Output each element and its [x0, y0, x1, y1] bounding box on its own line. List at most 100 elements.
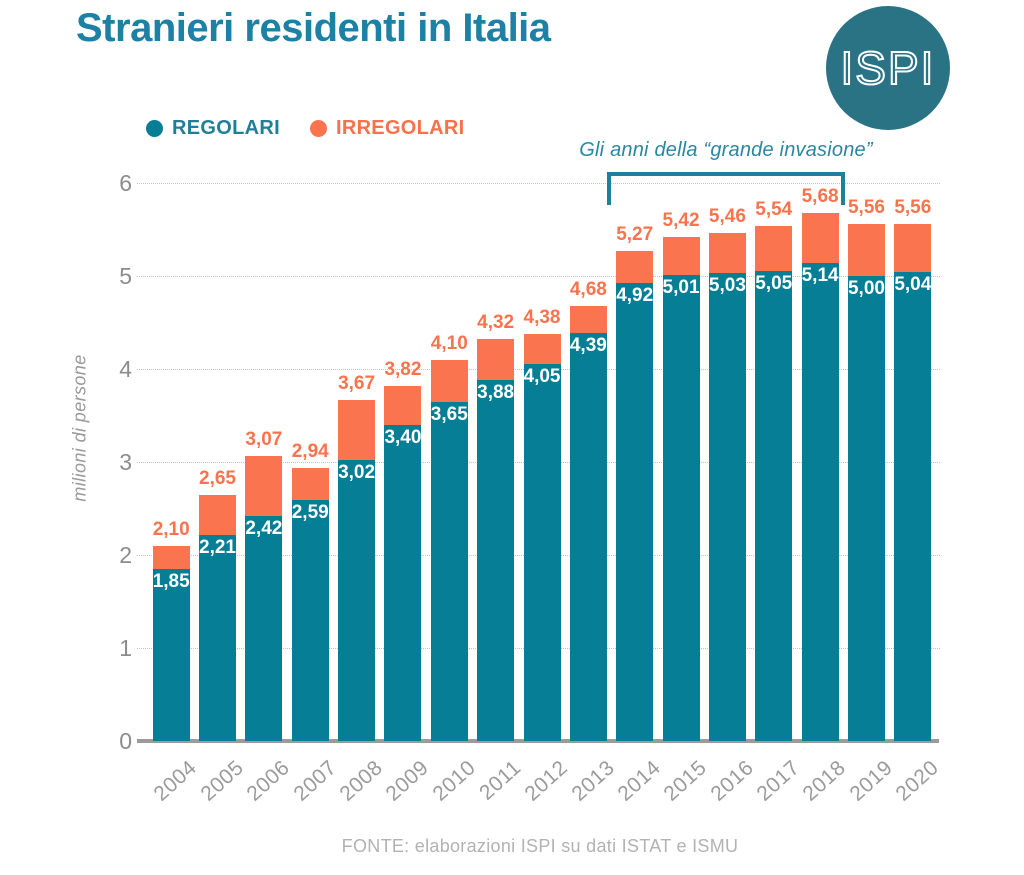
total-label-2012: 4,38 [523, 306, 561, 328]
bar-2005 [199, 494, 237, 741]
bar-2004 [152, 545, 190, 741]
total-label-2005: 2,65 [199, 467, 236, 489]
x-label-2014: 2014 [613, 756, 666, 806]
x-axis-labels: 2004 2005 2006 2007 2008 2009 2010 2011 2012 2013… [148, 756, 943, 826]
total-label-2016: 5,46 [708, 206, 746, 228]
regolari-label-2014: 4,92 [616, 285, 654, 307]
total-label-2018: 5,68 [801, 185, 839, 207]
regolari-label-2005: 2,21 [199, 537, 236, 559]
regolari-label-2017: 5,05 [755, 273, 793, 295]
total-label-2015: 5,42 [662, 209, 700, 231]
plot-area: 2,10 1,85 2,65 2,21 3,07 2,42 2,94 2,59 3,67 3,02… [137, 183, 940, 741]
segment-regolari-2017 [755, 271, 793, 741]
y-tick-3: 3 [119, 449, 132, 475]
source-note: FONTE: elaborazioni ISPI su dati ISTAT e… [341, 836, 739, 856]
bar-2007 [291, 467, 329, 741]
x-label-2016: 2016 [706, 756, 758, 806]
y-tick-5: 5 [119, 263, 132, 289]
bar-2012 [523, 333, 561, 741]
segment-regolari-2015 [662, 275, 700, 741]
legend-item-regolari: REGOLARI [146, 117, 280, 140]
bars-container: 2,10 1,85 2,65 2,21 3,07 2,42 2,94 2,59 3,67 3,02… [148, 183, 936, 741]
segment-regolari-2009 [384, 424, 422, 741]
x-label-2007: 2007 [289, 756, 341, 806]
annotation-grande-invasione: Gli anni della “grande invasione” [579, 139, 873, 161]
segment-regolari-2014 [616, 283, 654, 741]
segment-irregolari-2006 [245, 455, 283, 516]
regolari-label-2006: 2,42 [245, 517, 283, 539]
segment-regolari-2006 [245, 515, 283, 741]
y-tick-4: 4 [119, 356, 132, 382]
total-label-2011: 4,32 [477, 312, 515, 334]
total-label-2008: 3,67 [338, 372, 376, 394]
total-label-2010: 4,10 [430, 332, 468, 354]
segment-regolari-2016 [708, 273, 746, 741]
x-label-2008: 2008 [335, 756, 387, 806]
x-label-2005: 2005 [196, 756, 248, 806]
segment-regolari-2008 [338, 460, 376, 741]
segment-regolari-2019 [847, 276, 885, 741]
bar-2006 [245, 455, 283, 741]
x-label-2010: 2010 [428, 756, 480, 806]
total-label-2017: 5,54 [755, 198, 793, 220]
ispi-logo-text: ISPI [840, 41, 936, 95]
bar-2009 [384, 385, 422, 741]
segment-irregolari-2016 [708, 233, 746, 274]
gridline-5 [137, 276, 940, 277]
bar-2013 [569, 305, 607, 741]
regolari-label-2004: 1,85 [152, 570, 190, 592]
page-title: Stranieri residenti in Italia [76, 6, 551, 50]
segment-irregolari-2011 [477, 339, 515, 381]
ispi-logo: ISPI [826, 6, 950, 130]
legend-label-regolari: REGOLARI [172, 117, 280, 139]
segment-irregolari-2010 [430, 359, 468, 402]
x-label-2004: 2004 [149, 756, 202, 806]
bar-2010 [430, 359, 468, 741]
total-label-2004: 2,10 [152, 518, 190, 540]
segment-irregolari-2004 [152, 545, 190, 569]
x-label-2011: 2011 [475, 756, 527, 805]
segment-irregolari-2020 [894, 223, 932, 273]
bar-2018 [801, 212, 839, 741]
regolari-label-2013: 4,39 [569, 334, 607, 356]
segment-irregolari-2018 [801, 212, 839, 263]
x-label-2012: 2012 [520, 756, 573, 806]
segment-regolari-2004 [152, 568, 190, 741]
regolari-dot-icon [146, 120, 163, 137]
segment-regolari-2018 [801, 262, 839, 741]
segment-irregolari-2019 [847, 223, 885, 276]
total-label-2009: 3,82 [384, 358, 422, 380]
regolari-label-2015: 5,01 [662, 277, 700, 299]
regolari-label-2008: 3,02 [338, 462, 376, 484]
segment-irregolari-2013 [569, 305, 607, 333]
bar-2015 [662, 236, 700, 741]
x-label-2006: 2006 [242, 756, 295, 806]
regolari-label-2018: 5,14 [801, 264, 839, 286]
regolari-label-2019: 5,00 [847, 278, 885, 299]
segment-regolari-2012 [523, 364, 561, 741]
total-label-2014: 5,27 [616, 223, 654, 245]
total-label-2019: 5,56 [847, 196, 885, 218]
bar-2017 [755, 225, 793, 741]
x-label-2017: 2017 [752, 756, 805, 806]
y-tick-6: 6 [119, 170, 132, 196]
annotation-bracket [607, 172, 845, 205]
segment-irregolari-2007 [291, 467, 329, 501]
total-label-2013: 4,68 [569, 278, 607, 300]
regolari-label-2007: 2,59 [291, 502, 329, 524]
total-label-2007: 2,94 [291, 440, 329, 462]
segment-irregolari-2012 [523, 333, 561, 365]
y-axis-ticks: 0 1 2 3 4 5 6 [88, 170, 132, 754]
regolari-label-2010: 3,65 [430, 403, 468, 425]
regolari-label-2011: 3,88 [477, 382, 515, 404]
regolari-label-2009: 3,40 [384, 426, 422, 448]
gridline-6 [137, 183, 940, 184]
segment-regolari-2013 [569, 332, 607, 741]
segment-irregolari-2017 [755, 225, 793, 272]
x-label-2019: 2019 [845, 756, 897, 806]
segment-irregolari-2015 [662, 236, 700, 276]
x-label-2018: 2018 [798, 756, 851, 806]
regolari-label-2020: 5,04 [894, 274, 932, 296]
segment-irregolari-2008 [338, 399, 376, 461]
